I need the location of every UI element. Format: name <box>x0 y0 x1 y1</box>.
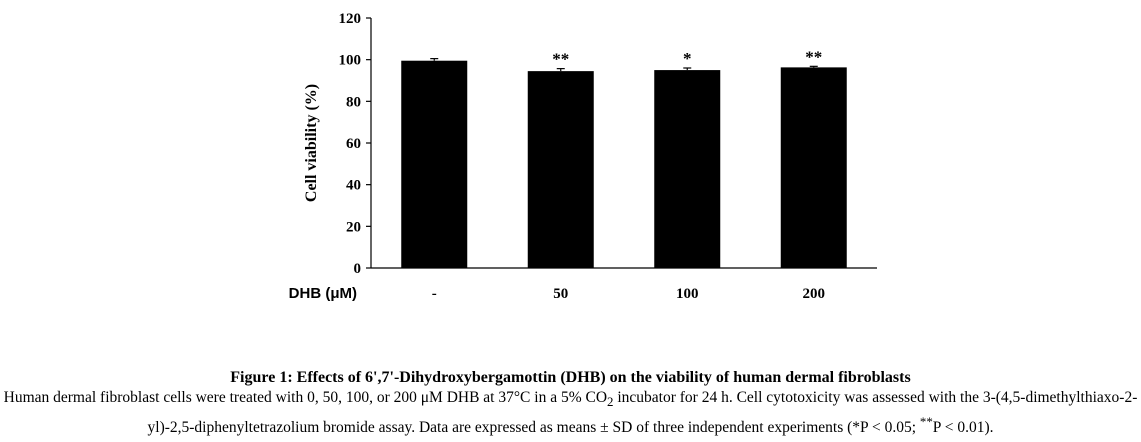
caption-body-part-3: incubator for 24 h. Cell cytotoxicity wa… <box>147 389 1138 437</box>
y-tick-label: 20 <box>346 219 361 235</box>
x-tick-label: 200 <box>803 286 826 302</box>
y-tick-label: 120 <box>339 11 362 27</box>
y-tick-label: 60 <box>346 136 361 152</box>
caption-subscript: 2 <box>607 394 614 410</box>
significance-marker: * <box>683 49 692 68</box>
figure-caption: Figure 1: Effects of 6',7'-Dihydroxyberg… <box>0 368 1141 438</box>
caption-title: Figure 1: Effects of 6',7'-Dihydroxyberg… <box>230 369 911 386</box>
y-tick-label: 100 <box>339 53 362 69</box>
x-tick-label: - <box>432 286 437 302</box>
significance-marker: ** <box>552 50 569 69</box>
significance-marker: ** <box>805 47 822 66</box>
bars: ** * ** <box>401 47 847 269</box>
bar <box>401 60 468 269</box>
bar <box>527 71 594 268</box>
caption-body-part-1: Human dermal fibroblast cells were treat… <box>3 389 608 406</box>
caption-body: Human dermal fibroblast cells were treat… <box>0 388 1141 438</box>
y-tick-label: 80 <box>346 94 361 110</box>
bar <box>654 70 721 268</box>
y-axis-label: Cell viability (%) <box>303 84 320 202</box>
x-axis: - 50 100 200 <box>371 267 877 302</box>
y-axis: 0 20 40 60 80 100 120 <box>339 11 372 277</box>
chart-area: 0 20 40 60 80 100 120 ** * ** -50 100 200 Cell via… <box>289 11 877 302</box>
caption-body-part-5: P < 0.01). <box>932 419 994 437</box>
bar <box>780 67 847 268</box>
caption-superscript: ** <box>919 414 933 430</box>
x-tick-label: 50 <box>553 286 568 302</box>
y-tick-label: 40 <box>346 178 361 194</box>
x-axis-label: DHB (μM) <box>289 285 357 302</box>
y-tick-label: 0 <box>354 261 362 277</box>
x-tick-label: 100 <box>676 286 699 302</box>
